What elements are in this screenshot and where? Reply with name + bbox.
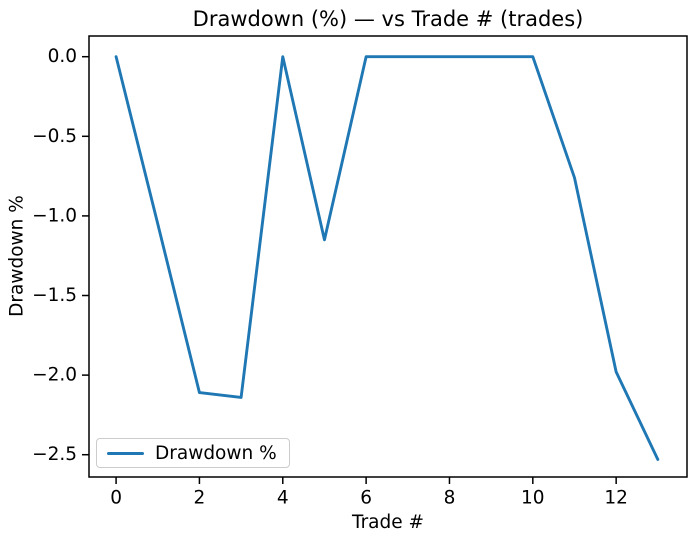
y-tick-label: −2.0 xyxy=(32,365,77,386)
drawdown-line xyxy=(114,55,660,461)
y-axis-label: Drawdown % xyxy=(6,195,28,317)
chart-title: Drawdown (%) — vs Trade # (trades) xyxy=(192,7,584,31)
y-tick-label: −0.5 xyxy=(32,126,77,147)
y-tick-label: 0.0 xyxy=(48,46,77,67)
x-tick-label: 0 xyxy=(110,488,122,509)
legend-line-sample xyxy=(107,451,144,455)
legend-label: Drawdown % xyxy=(155,442,277,464)
y-tick-label: −1.0 xyxy=(32,205,77,226)
x-tick-label: 2 xyxy=(194,488,206,509)
x-tick-label: 8 xyxy=(444,488,456,509)
x-axis-label: Trade # xyxy=(351,512,425,533)
x-tick-label: 6 xyxy=(360,488,372,509)
y-tick-label: −2.5 xyxy=(32,444,77,465)
legend: Drawdown % xyxy=(96,438,290,468)
x-tick-label: 4 xyxy=(277,488,289,509)
x-tick-label: 12 xyxy=(604,488,628,509)
axes-spines xyxy=(88,35,688,478)
y-tick-label: −1.5 xyxy=(32,285,77,306)
x-tick-label: 10 xyxy=(521,488,545,509)
